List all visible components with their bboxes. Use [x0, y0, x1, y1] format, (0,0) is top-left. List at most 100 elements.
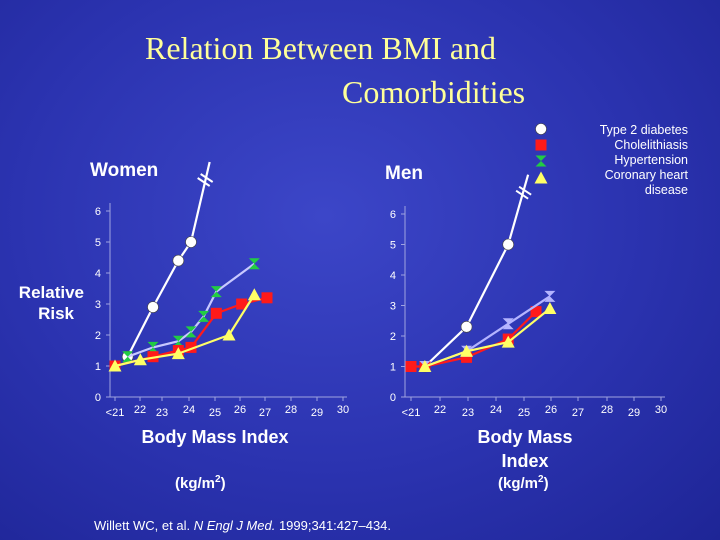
axis-break-mark — [197, 177, 211, 187]
women-x-axis-units: (kg/m2) — [175, 474, 226, 492]
x-tick-label: 30 — [655, 404, 667, 416]
x-tick-label: 25 — [518, 407, 530, 419]
y-tick-label: 5 — [390, 240, 396, 252]
x-tick-label: 30 — [337, 404, 349, 416]
y-tick-label: 4 — [95, 268, 101, 280]
data-point-bowtie — [147, 341, 159, 353]
legend-label-diabetes: Type 2 diabetes — [599, 123, 688, 137]
data-point-triangle — [460, 344, 474, 357]
chart-title-line2: Comorbidities — [342, 74, 526, 110]
data-point-square — [236, 298, 248, 310]
x-tick-label: 26 — [234, 404, 246, 416]
legend-label-chd: Coronary heart disease — [604, 168, 688, 197]
x-tick-label: 22 — [134, 404, 146, 416]
men-x-axis-title-line1: Body Mass — [477, 427, 573, 447]
women-x-axis-title: Body Mass Index — [141, 427, 289, 447]
x-tick-label: 29 — [311, 407, 323, 419]
citation: Willett WC, et al. N Engl J Med. 1999;34… — [94, 518, 392, 533]
x-tick-label: 24 — [490, 404, 502, 416]
data-point-bowtie — [248, 258, 260, 270]
data-point-bowtie — [502, 318, 514, 330]
series-line-bowtie — [127, 262, 255, 358]
data-point-triangle — [543, 302, 557, 315]
legend-label-cholelithiasis: Cholelithiasis — [614, 138, 688, 152]
y-tick-label: 2 — [95, 330, 101, 342]
data-point-square — [185, 341, 197, 353]
legend-label-hypertension: Hypertension — [614, 153, 688, 167]
axis-break-mark — [515, 189, 529, 200]
x-tick-label: <21 — [402, 407, 421, 419]
men-x-axis-title: Body Mass Index — [455, 425, 595, 473]
data-point-triangle — [418, 360, 432, 372]
legend-marker-circle — [535, 123, 547, 135]
x-tick-label: 28 — [285, 404, 297, 416]
data-point-circle — [172, 254, 185, 267]
women-panel-title: Women — [90, 160, 159, 181]
y-tick-label: 5 — [95, 237, 101, 249]
x-tick-label: 24 — [183, 404, 195, 416]
series-line-extension — [189, 161, 211, 243]
x-tick-label: 23 — [156, 407, 168, 419]
chart-title-line1: Relation Between BMI and — [145, 30, 497, 66]
data-point-square — [261, 292, 273, 304]
y-tick-label: 1 — [95, 361, 101, 373]
data-point-triangle — [247, 288, 261, 301]
y-tick-label: 3 — [390, 301, 396, 313]
y-axis-label: Relative Risk — [14, 282, 84, 324]
data-point-triangle — [133, 353, 147, 366]
y-tick-label: 0 — [95, 392, 101, 404]
series-line-triangle — [114, 294, 256, 368]
y-tick-label: 3 — [95, 299, 101, 311]
series-line-circle — [126, 241, 192, 358]
y-tick-label: 1 — [390, 362, 396, 374]
x-tick-label: 25 — [209, 407, 221, 419]
data-point-bowtie — [198, 310, 210, 322]
y-tick-label: 4 — [390, 270, 396, 282]
y-tick-label: 6 — [390, 209, 396, 221]
data-point-bowtie — [185, 326, 197, 338]
data-point-bowtie — [544, 290, 556, 302]
x-tick-label: <21 — [106, 407, 125, 419]
data-point-circle — [147, 301, 159, 313]
x-tick-label: 27 — [259, 407, 271, 419]
data-point-square — [405, 361, 417, 372]
data-point-square — [210, 307, 222, 319]
data-point-triangle — [501, 335, 515, 348]
legend-marker-bowtie — [535, 155, 547, 167]
series-line-triangle — [424, 307, 551, 368]
legend-marker-square — [535, 139, 547, 151]
data-point-triangle — [222, 328, 236, 341]
men-x-axis-title-line2: Index — [501, 451, 549, 471]
men-panel-title: Men — [385, 163, 423, 184]
data-point-circle — [460, 321, 473, 333]
data-point-square — [461, 351, 473, 363]
x-tick-label: 23 — [462, 407, 474, 419]
data-point-triangle — [108, 359, 122, 372]
x-tick-label: 28 — [601, 404, 613, 416]
y-axis-label-line2: Risk — [38, 304, 74, 323]
data-point-circle — [502, 238, 515, 251]
y-axis-label-line1: Relative — [18, 283, 84, 302]
legend-labels: Type 2 diabetes Cholelithiasis Hypertens… — [593, 123, 688, 198]
x-tick-label: 22 — [434, 404, 446, 416]
data-point-square — [530, 306, 542, 318]
series-line-square — [411, 310, 537, 368]
data-point-bowtie — [210, 286, 222, 298]
x-tick-label: 26 — [545, 404, 557, 416]
y-tick-label: 6 — [95, 206, 101, 218]
legend-marker-triangle — [534, 171, 548, 184]
legend-markers — [534, 123, 548, 184]
axis-break-mark — [518, 185, 532, 196]
series-line-extension — [507, 174, 530, 245]
data-point-circle — [185, 236, 197, 248]
x-tick-label: 27 — [572, 407, 584, 419]
data-point-triangle — [171, 347, 185, 360]
men-x-axis-units: (kg/m2) — [498, 474, 549, 492]
y-tick-label: 2 — [390, 331, 396, 343]
axis-break-mark — [200, 173, 214, 183]
x-tick-label: 29 — [628, 407, 640, 419]
data-point-bowtie — [122, 351, 134, 363]
